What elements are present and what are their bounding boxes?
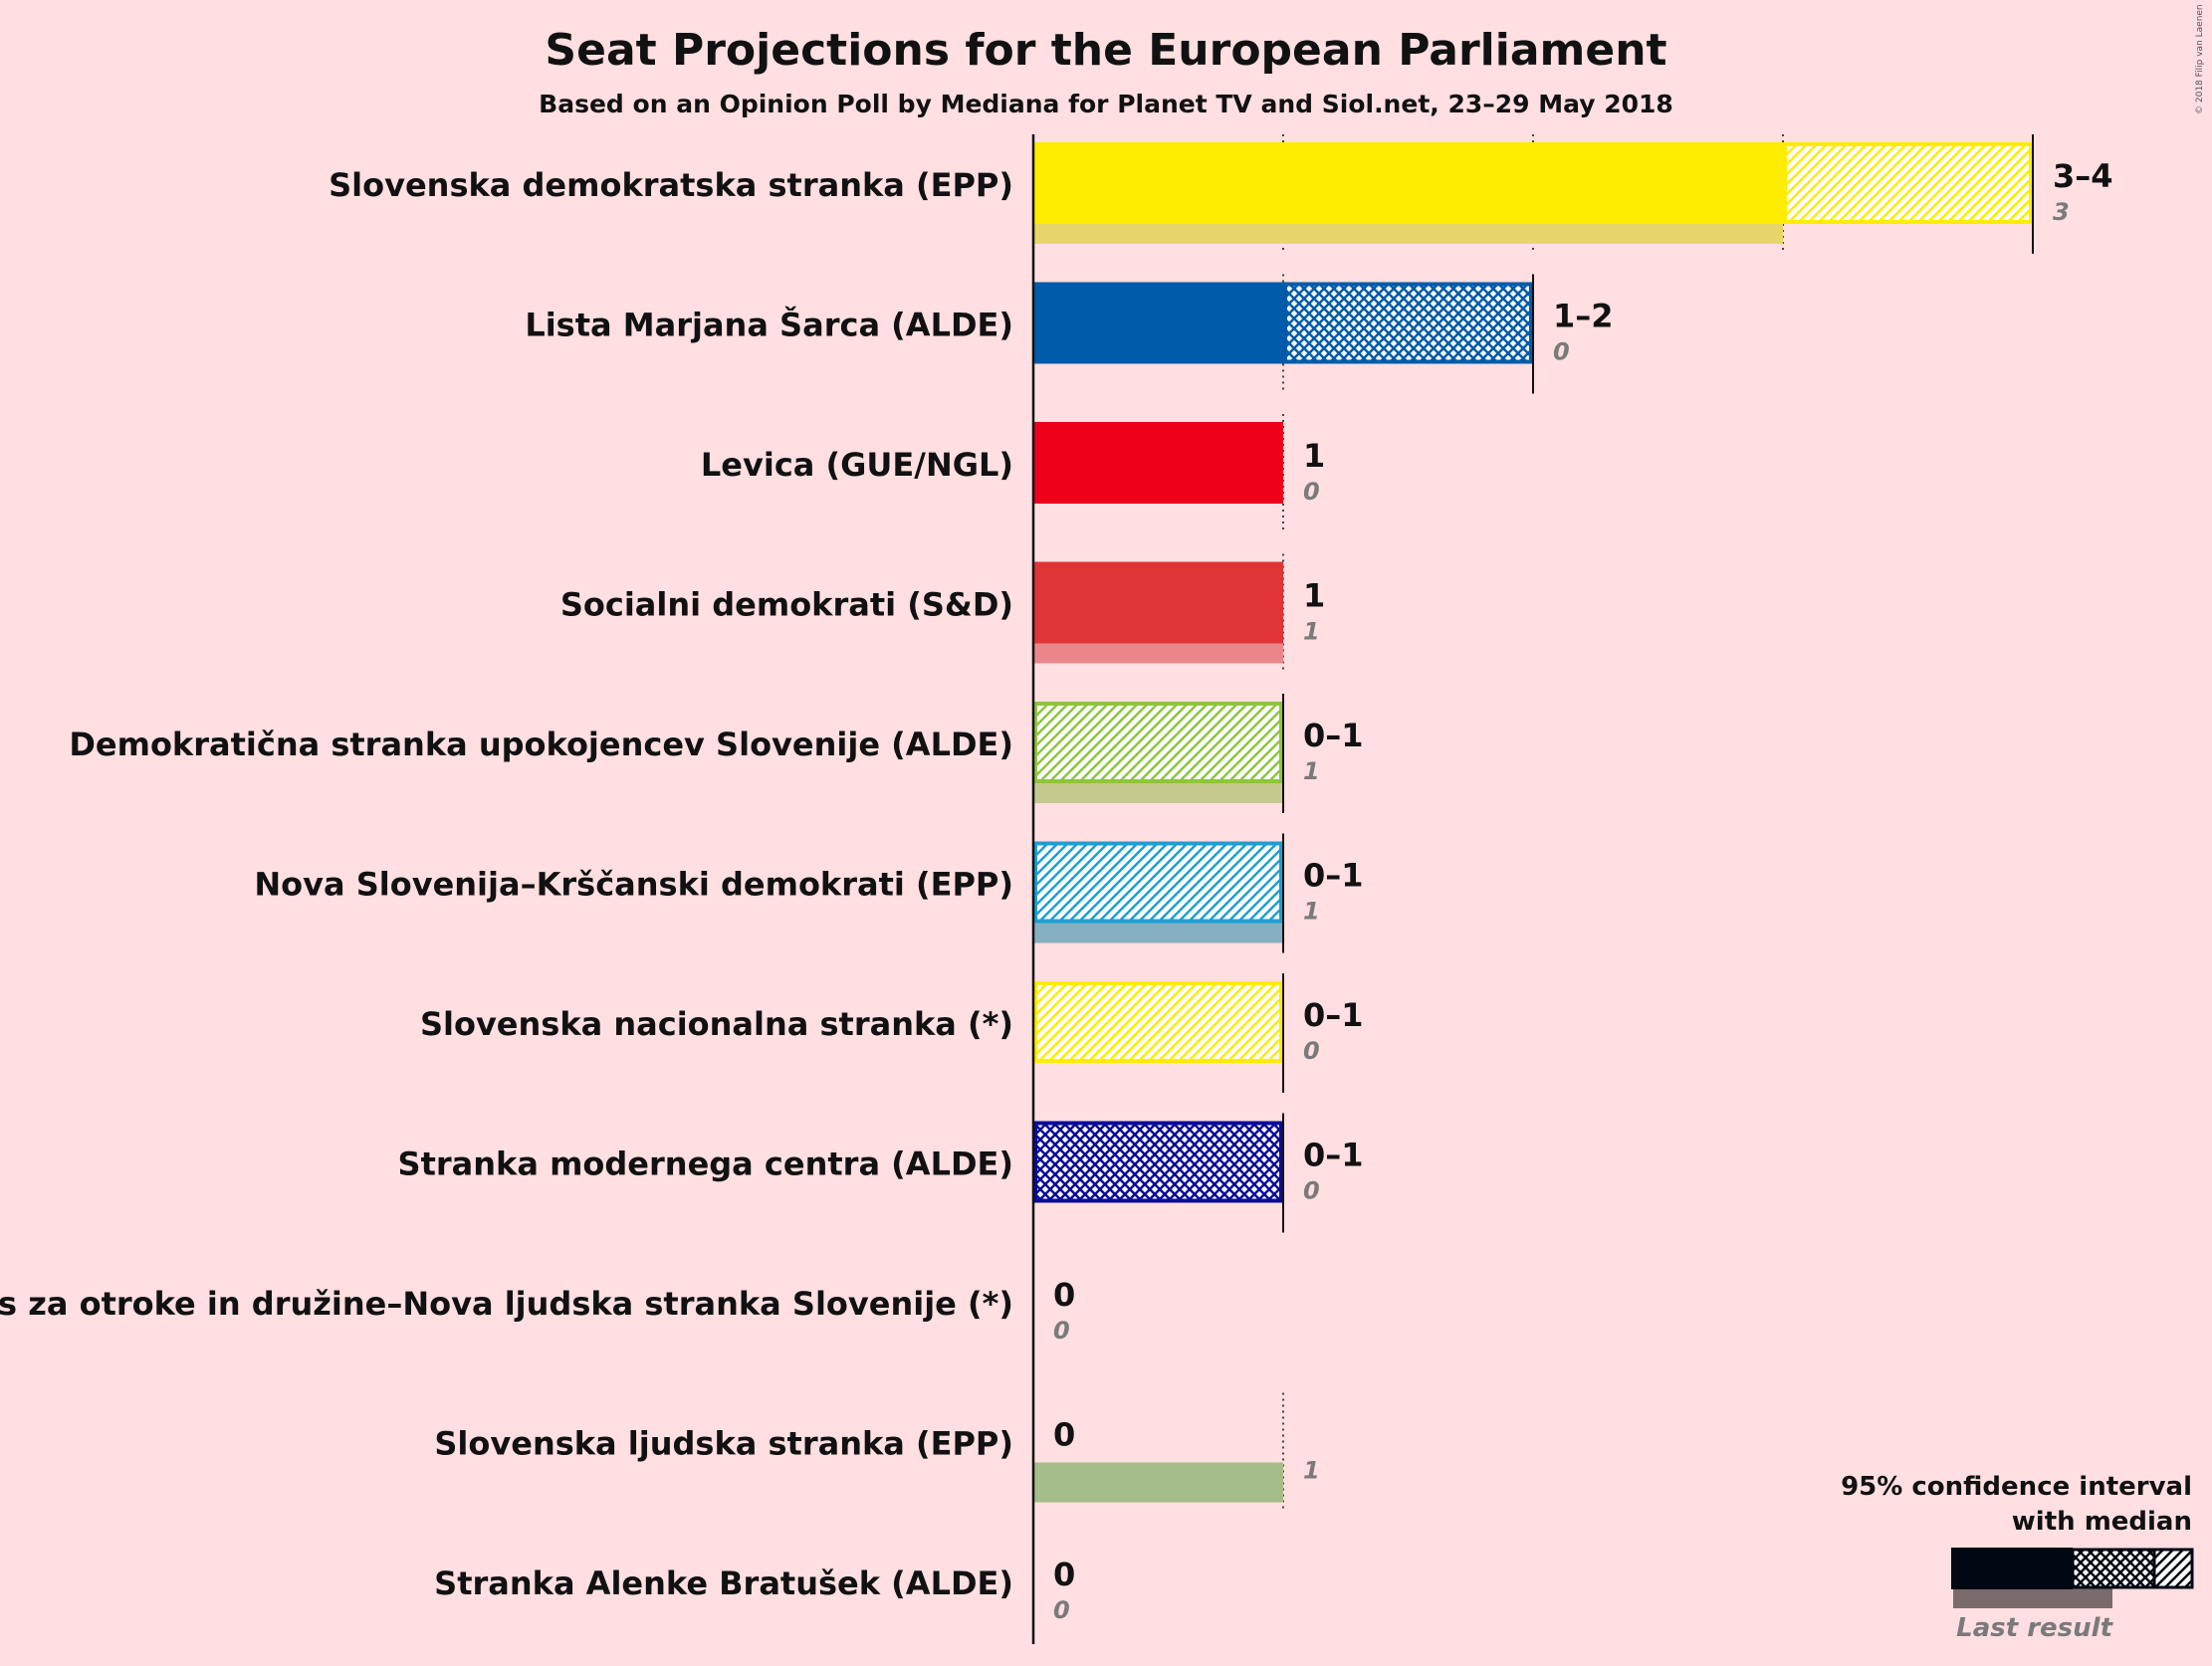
range-label: 3–4 <box>2053 157 2113 195</box>
party-row <box>1033 561 1283 664</box>
bars <box>1033 134 2034 1503</box>
solid-bar <box>1033 422 1283 504</box>
party-row <box>1033 134 2034 254</box>
last-result-label: 1 <box>1303 618 1320 646</box>
confidence-interval-bar <box>1033 841 1283 924</box>
chart-subtitle: Based on an Opinion Poll by Mediana for … <box>539 90 1673 118</box>
range-label: 0–1 <box>1303 996 1364 1034</box>
legend-title-line1: 95% confidence interval <box>1841 1472 2192 1502</box>
party-row <box>1033 274 1534 394</box>
party-row <box>1033 973 1284 1093</box>
legend: 95% confidence interval with median Last… <box>1841 1472 2194 1643</box>
last-result-label: 1 <box>1303 898 1320 926</box>
confidence-interval-bar <box>1283 282 1533 364</box>
legend-hatch-swatch <box>2152 1548 2194 1589</box>
range-label: 0–1 <box>1303 857 1364 895</box>
party-label: Stranka modernega centra (ALDE) <box>398 1145 1013 1183</box>
party-row <box>1033 833 1284 953</box>
last-result-label: 0 <box>1303 478 1320 506</box>
party-label: Levica (GUE/NGL) <box>701 446 1013 484</box>
party-label: Socialni demokrati (S&D) <box>560 586 1013 624</box>
range-label: 1 <box>1303 577 1325 615</box>
last-result-label: 1 <box>1303 1457 1320 1485</box>
party-label: Lista Marjana Šarca (ALDE) <box>525 306 1013 344</box>
last-result-label: 0 <box>1053 1596 1070 1624</box>
legend-title-line2: with median <box>2012 1507 2192 1537</box>
party-label: Slovenska nacionalna stranka (*) <box>420 1005 1013 1043</box>
party-label: Slovenska ljudska stranka (EPP) <box>434 1425 1013 1463</box>
confidence-interval-bar <box>1033 702 1283 783</box>
range-label: 0–1 <box>1303 1137 1364 1174</box>
chart-title: Seat Projections for the European Parlia… <box>545 25 1666 76</box>
party-row <box>1033 694 1284 813</box>
party-row <box>1033 422 1283 504</box>
range-label: 0 <box>1053 1556 1075 1593</box>
last-result-label: 0 <box>1053 1317 1070 1345</box>
solid-bar <box>1033 282 1283 364</box>
solid-bar <box>1033 142 1783 224</box>
range-label: 1–2 <box>1553 298 1614 335</box>
last-result-label: 0 <box>1303 1177 1320 1205</box>
confidence-interval-bar <box>1783 142 2033 224</box>
range-label: 0–1 <box>1303 717 1364 754</box>
legend-last-result-label: Last result <box>1956 1613 2113 1643</box>
range-label: 0 <box>1053 1276 1075 1314</box>
party-label: Nova Slovenija–Krščanski demokrati (EPP) <box>254 866 1013 904</box>
last-result-label: 3 <box>2053 198 2070 226</box>
solid-bar <box>1033 561 1283 644</box>
party-row <box>1033 1462 1283 1503</box>
party-label: Demokratična stranka upokojencev Sloveni… <box>69 726 1013 763</box>
last-result-bar <box>1033 1462 1283 1503</box>
last-result-label: 0 <box>1303 1037 1320 1065</box>
party-label: Stranka Alenke Bratušek (ALDE) <box>434 1564 1013 1602</box>
labels: Slovenska demokratska stranka (EPP) 3–4 3 L… <box>0 157 2113 1624</box>
range-label: 1 <box>1303 437 1325 475</box>
confidence-interval-bar <box>1033 981 1283 1063</box>
legend-solid-swatch <box>1951 1548 2073 1589</box>
confidence-interval-bar <box>1033 1121 1283 1203</box>
party-label: Slovenska demokratska stranka (EPP) <box>329 166 1013 204</box>
legend-crosshatch-swatch <box>2071 1548 2156 1589</box>
range-label: 0 <box>1053 1416 1075 1454</box>
last-result-label: 1 <box>1303 757 1320 785</box>
last-result-label: 0 <box>1553 338 1570 366</box>
copyright-text: © 2018 Filip van Laenen <box>2195 4 2205 114</box>
party-label: Glas za otroke in družine–Nova ljudska s… <box>0 1285 1013 1323</box>
party-row <box>1033 1113 1284 1233</box>
